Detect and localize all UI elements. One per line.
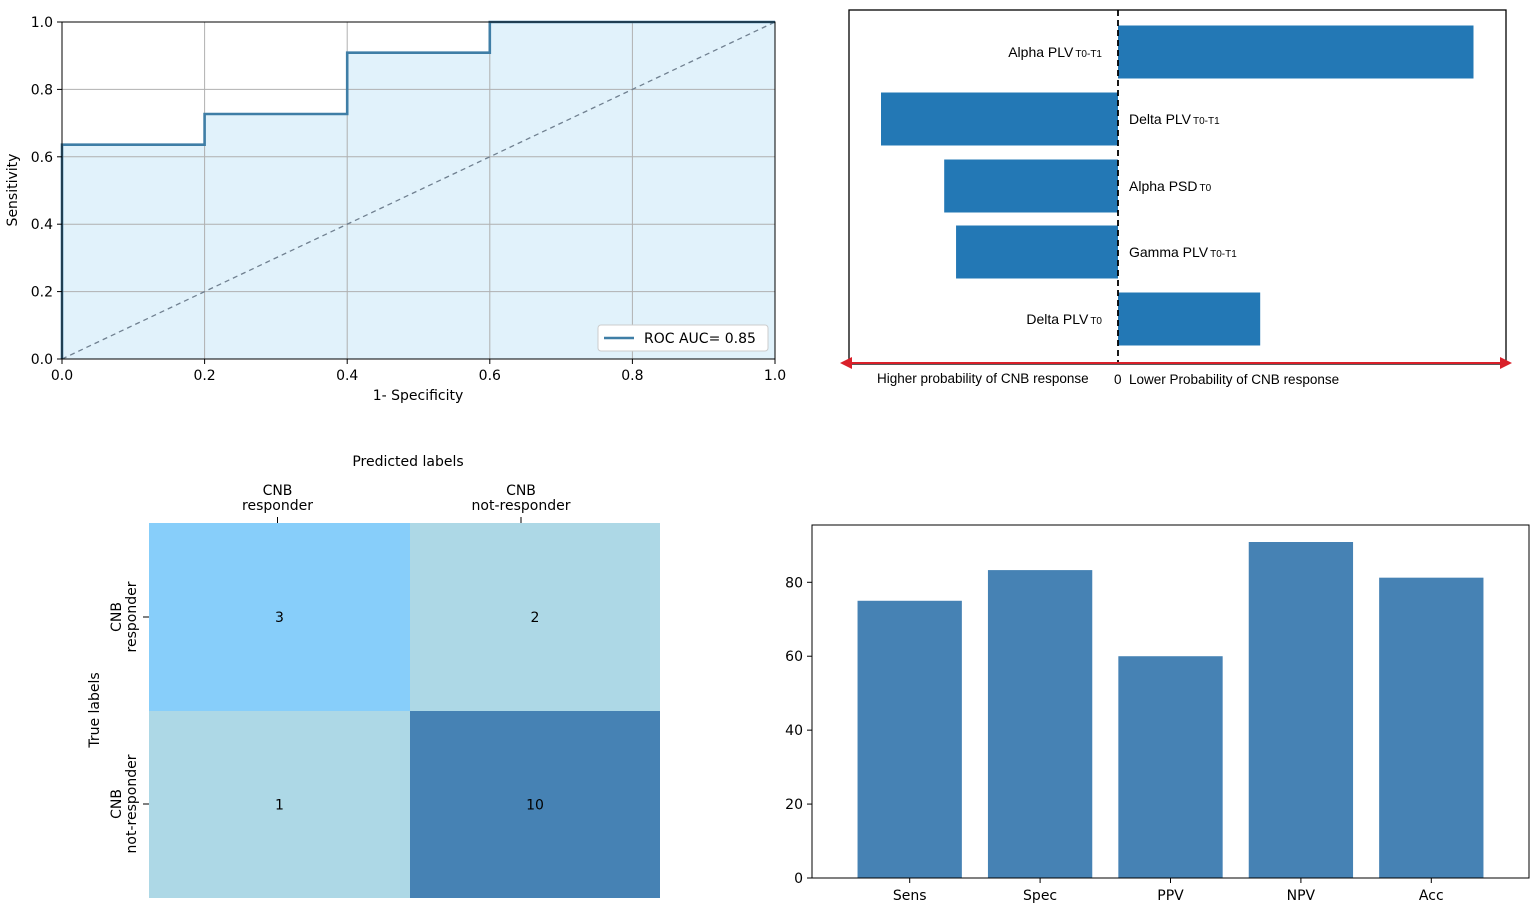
roc-y-axis-label: Sensitivity [5, 154, 21, 227]
probability-arrow [840, 357, 1512, 369]
cm-cell [149, 711, 410, 898]
metric-x-tick-labels: Sens Spec PPV NPV Acc [893, 878, 1444, 904]
feature-bar [1118, 292, 1261, 346]
arrow-left-head [840, 357, 852, 369]
metric-bar [857, 600, 962, 878]
feature-bars [881, 25, 1474, 346]
metric-y-tick-label: 0 [794, 871, 803, 887]
feature-bar [1118, 25, 1474, 79]
roc-legend: ROC AUC= 0.85 [597, 324, 769, 352]
metric-y-tick-label: 20 [785, 797, 803, 813]
cm-cell [410, 523, 660, 711]
feature-label-name: Alpha PSD [1129, 178, 1197, 194]
roc-x-ticks: 0.0 0.2 0.4 0.6 0.8 1.0 [51, 359, 786, 384]
roc-y-tick-label: 0.0 [31, 352, 53, 368]
cm-x-tick-line1: CNB [506, 483, 536, 499]
cm-y-tick-line2: responder [124, 581, 140, 652]
roc-plot-frame [61, 21, 776, 360]
roc-chance-line [61, 21, 776, 360]
roc-y-tick-label: 1.0 [31, 15, 53, 31]
feature-label-name: Delta PLV [1129, 111, 1192, 127]
roc-y-tick-label: 0.4 [31, 217, 53, 233]
feature-label: Alpha PLV T0-T1 [1008, 44, 1102, 60]
roc-x-tick-label: 1.0 [764, 368, 786, 384]
metric-bar [987, 570, 1093, 878]
feature-label: Delta PLV T0 [1026, 311, 1102, 327]
feature-bar [881, 92, 1118, 146]
confusion-matrix-panel: Predicted labels True labels 3 21 10 CNBre… [87, 454, 660, 898]
zero-label: 0 [1114, 372, 1122, 387]
cm-cells: 3 2 1 10 [149, 523, 660, 898]
roc-x-tick-label: 0.2 [193, 368, 215, 384]
metric-x-tick-label: Spec [1023, 888, 1057, 904]
feature-label-subscript: T0 [1199, 183, 1211, 194]
feature-label-name: Delta PLV [1026, 311, 1089, 327]
right-annotation: Lower Probability of CNB response [1129, 372, 1339, 387]
metric-x-tick-label: PPV [1157, 888, 1184, 904]
roc-y-tick-label: 0.6 [31, 150, 53, 166]
roc-x-tick-label: 0.8 [621, 368, 643, 384]
feature-label: Gamma PLV T0-T1 [1129, 244, 1237, 260]
feature-label: Alpha PSD T0 [1129, 178, 1212, 194]
cm-y-tick-line2: not-responder [124, 754, 140, 853]
cm-x-tick-line2: not-responder [472, 498, 571, 514]
feature-bar [944, 159, 1118, 213]
metric-x-tick-label: NPV [1287, 888, 1316, 904]
roc-legend-box [597, 324, 769, 352]
roc-y-tick-label: 0.2 [31, 285, 53, 301]
metric-y-tick-label: 40 [785, 723, 803, 739]
metric-bar [1248, 542, 1354, 878]
left-annotation: Higher probability of CNB response [877, 371, 1089, 386]
roc-legend-label: ROC AUC= 0.85 [644, 331, 756, 347]
cm-cell-value: 10 [526, 798, 544, 814]
cm-y-axis-label: True labels [87, 672, 103, 748]
metric-y-tick-label: 80 [785, 575, 803, 591]
feature-bar [956, 225, 1118, 279]
cm-x-tick-line1: CNB [263, 483, 293, 499]
feature-label-name: Alpha PLV [1008, 44, 1074, 60]
feature-label-subscript: T0 [1090, 316, 1102, 327]
roc-x-axis-label: 1- Specificity [373, 388, 464, 404]
metric-y-ticks: 0 20 40 60 80 [785, 575, 812, 887]
feature-label-subscript: T0-T1 [1210, 249, 1237, 260]
cm-title: Predicted labels [352, 454, 463, 470]
metric-bar [1118, 656, 1223, 878]
cm-cell-value: 3 [275, 610, 284, 626]
roc-y-ticks: 0.0 0.2 0.4 0.6 0.8 1.0 [31, 15, 62, 368]
metric-x-tick-label: Acc [1419, 888, 1444, 904]
metric-bar [1379, 577, 1484, 878]
arrow-right-head [1500, 357, 1512, 369]
roc-x-tick-label: 0.6 [479, 368, 501, 384]
roc-panel: 0.0 0.2 0.4 0.6 0.8 1.0 0.0 0.2 0.4 0.6 0.8 1.0 1-… [5, 15, 786, 404]
cm-cell-value: 2 [531, 610, 540, 626]
roc-auc-fill [62, 22, 775, 359]
cm-cell-value: 1 [275, 798, 284, 814]
cm-cell [410, 711, 660, 898]
metric-x-tick-label: Sens [893, 888, 927, 904]
feature-label-subscript: T0-T1 [1193, 116, 1220, 127]
metric-bars [857, 542, 1484, 878]
roc-curve [60, 20, 775, 359]
feature-label-subscript: T0-T1 [1075, 49, 1102, 60]
roc-x-tick-label: 0.0 [51, 368, 73, 384]
feature-label-name: Gamma PLV [1129, 244, 1209, 260]
cm-y-tick-line1: CNB [109, 602, 125, 632]
metric-y-tick-label: 60 [785, 649, 803, 665]
metrics-panel: 0 20 40 60 80 Sens Spec PPV NPV Acc [785, 524, 1530, 904]
cm-cell [149, 523, 410, 711]
roc-y-tick-label: 0.8 [31, 82, 53, 98]
roc-x-tick-label: 0.4 [336, 368, 358, 384]
cm-y-tick-line1: CNB [109, 789, 125, 819]
feature-label: Delta PLV T0-T1 [1129, 111, 1220, 127]
cm-x-tick-line2: responder [242, 498, 313, 514]
